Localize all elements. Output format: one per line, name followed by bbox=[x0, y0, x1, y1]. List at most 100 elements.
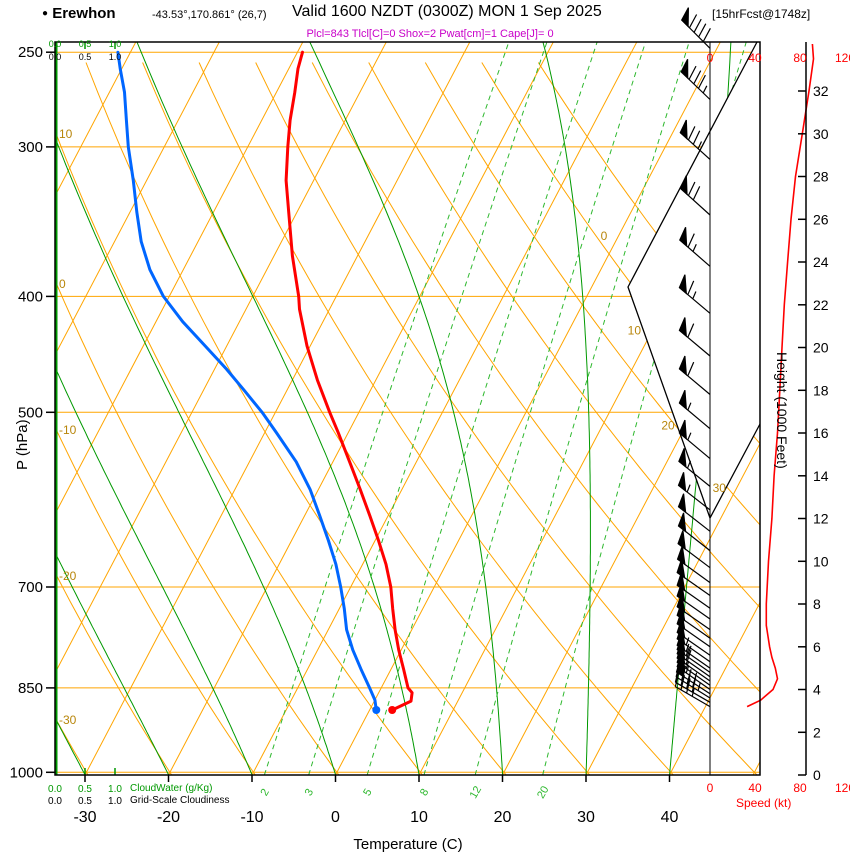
tick-label: 40 bbox=[661, 809, 679, 826]
isotherm-line bbox=[55, 42, 304, 775]
tick-label: 0 bbox=[707, 781, 714, 795]
speed-axis-title: Speed (kt) bbox=[736, 796, 792, 810]
barb-staff bbox=[675, 676, 711, 699]
tick-label: 6 bbox=[813, 639, 821, 655]
valid-time: Valid 1600 NZDT (0300Z) MON 1 Sep 2025 bbox=[292, 3, 602, 20]
barb-pennant bbox=[677, 530, 686, 551]
tick-label: -20 bbox=[59, 569, 77, 583]
barb-pennant bbox=[679, 227, 688, 248]
moist-adiabat-line bbox=[309, 42, 504, 775]
plot-frame bbox=[54, 41, 761, 776]
mixing-ratio-line bbox=[366, 42, 598, 775]
wind-speed-curve bbox=[746, 43, 815, 708]
barb-pennant bbox=[680, 59, 689, 80]
barb-full bbox=[693, 70, 702, 85]
tick-label: 1.0 bbox=[108, 784, 122, 795]
isotherm-line bbox=[168, 42, 554, 775]
station-coords: -43.53°,170.861° (26,7) bbox=[152, 9, 267, 21]
barb-pennant bbox=[678, 317, 688, 338]
tick-label: 0.0 bbox=[48, 796, 62, 807]
barb-pennant bbox=[676, 545, 686, 566]
isotherm-line bbox=[84, 42, 471, 775]
tick-label: 24 bbox=[813, 254, 829, 270]
isotherm-line bbox=[418, 42, 760, 775]
barb-full bbox=[687, 323, 695, 338]
tick-label: 2 bbox=[259, 787, 272, 798]
tick-label: 28 bbox=[813, 169, 829, 185]
tick-label: 12 bbox=[468, 784, 485, 801]
temperature-axis: -30 -20 -10 0 10 20 30 40 bbox=[73, 775, 679, 826]
tick-label: 400 bbox=[18, 288, 43, 305]
barb-pennant bbox=[678, 448, 687, 469]
tick-label: 2 bbox=[813, 724, 821, 740]
tick-label: -10 bbox=[240, 809, 263, 826]
tick-label: -30 bbox=[73, 809, 96, 826]
dry-adiabat-line bbox=[255, 62, 758, 775]
isotherm-line bbox=[502, 42, 760, 775]
isotherm-line bbox=[335, 42, 721, 775]
tick-label: 250 bbox=[18, 44, 43, 61]
tick-label: 16 bbox=[813, 425, 829, 441]
tick-label: 8 bbox=[418, 787, 431, 798]
tick-label: 18 bbox=[813, 382, 829, 398]
tick-label: 0.0 bbox=[49, 52, 62, 62]
surface-temperature-dot bbox=[388, 706, 397, 714]
grid-cut-boundary bbox=[627, 41, 761, 520]
barb-half bbox=[687, 432, 692, 441]
tick-label: 1.0 bbox=[108, 796, 122, 807]
cloudiness-axis-title: Grid-Scale Cloudiness bbox=[130, 795, 230, 806]
tick-label: 0.5 bbox=[78, 796, 92, 807]
isotherm-line bbox=[55, 42, 220, 775]
dry-adiabat-line bbox=[537, 62, 760, 775]
mixing-ratio-line bbox=[308, 42, 548, 775]
tick-label: 0 bbox=[59, 277, 66, 291]
barb-full bbox=[698, 23, 707, 38]
tick-label: 0.5 bbox=[79, 52, 92, 62]
barb-half bbox=[692, 243, 697, 252]
tick-label: 10 bbox=[59, 127, 73, 141]
skewt-background-grid bbox=[55, 42, 760, 775]
station-title: ● Erewhon bbox=[42, 5, 116, 22]
tick-label: 0.5 bbox=[78, 784, 92, 795]
barb-pennant bbox=[679, 175, 688, 196]
tick-label: 0 bbox=[601, 229, 608, 243]
tick-label: 0 bbox=[813, 767, 821, 783]
mixing-ratio-line bbox=[542, 42, 747, 775]
isotherm-line bbox=[585, 42, 760, 775]
dry-adiabat-line bbox=[198, 62, 674, 775]
tick-label: 20 bbox=[661, 419, 675, 433]
barb-half bbox=[686, 484, 691, 493]
tick-label: 1000 bbox=[10, 764, 43, 781]
barb-full bbox=[674, 671, 680, 687]
tick-label: 14 bbox=[813, 468, 829, 484]
barb-full bbox=[687, 181, 696, 196]
speed-axis: 0040408080120120 bbox=[707, 51, 850, 795]
pressure-axis: 250 300 400 500 700 850 1000 bbox=[10, 44, 55, 781]
tick-label: 5 bbox=[361, 787, 374, 798]
tick-label: 10 bbox=[813, 553, 829, 569]
tick-label: 120 bbox=[835, 51, 850, 65]
tick-label: 4 bbox=[813, 682, 821, 698]
dewpoint-curve bbox=[116, 50, 378, 712]
tick-label: 30 bbox=[577, 809, 595, 826]
forecast-info: [15hrFcst@1748z] bbox=[712, 7, 811, 21]
height-axis-title: Height (1000 Feet) bbox=[774, 352, 790, 469]
barb-full bbox=[693, 18, 702, 33]
tick-label: 500 bbox=[18, 404, 43, 421]
pressure-axis-title: P (hPa) bbox=[14, 419, 31, 470]
station-name: Erewhon bbox=[52, 5, 116, 22]
tick-label: 40 bbox=[748, 51, 762, 65]
barb-half bbox=[702, 85, 708, 94]
moist-adiabat-line bbox=[55, 42, 337, 775]
dry-adiabat-line bbox=[481, 62, 760, 775]
barb-full bbox=[687, 126, 696, 141]
barb-half bbox=[686, 460, 692, 469]
tick-label: 0 bbox=[707, 51, 714, 65]
temperature-axis-title: Temperature (C) bbox=[353, 836, 463, 853]
tick-label: 1.0 bbox=[109, 39, 122, 49]
barb-full bbox=[687, 233, 695, 248]
tick-label: 30 bbox=[813, 126, 829, 142]
barb-full bbox=[688, 14, 698, 28]
